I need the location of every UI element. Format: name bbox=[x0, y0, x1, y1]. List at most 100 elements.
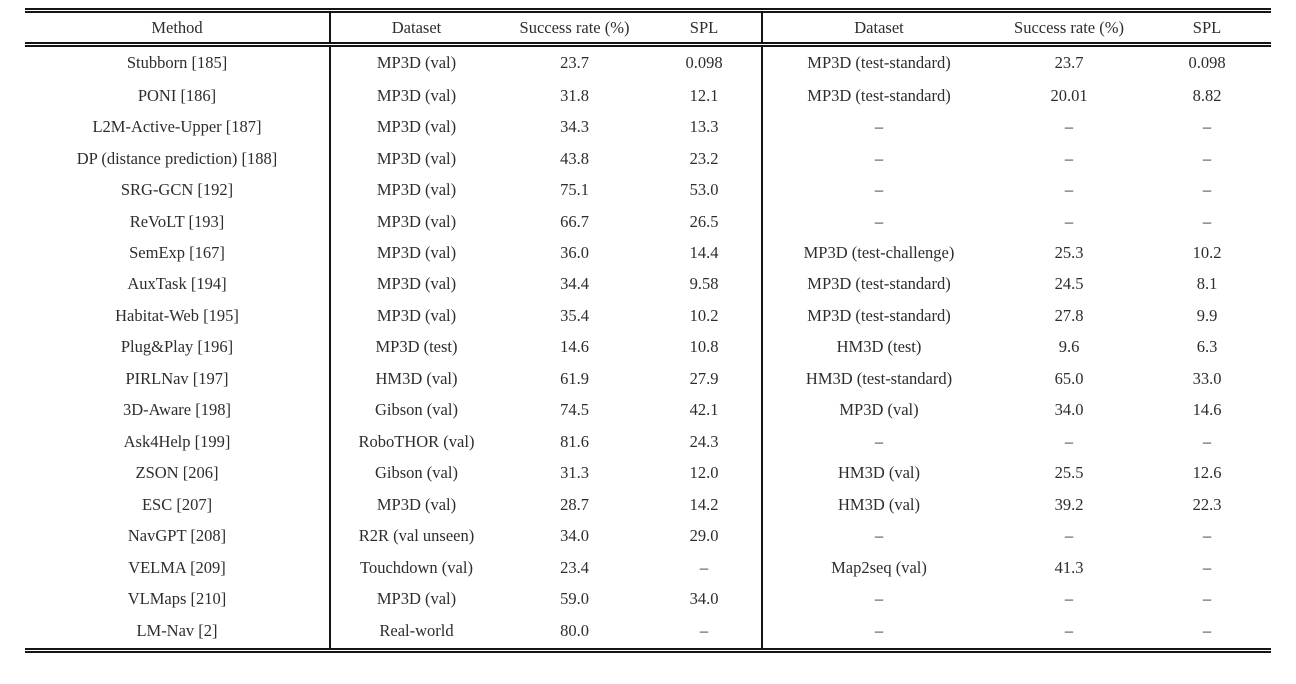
method-cell: NavGPT [208] bbox=[25, 520, 331, 552]
data-cell: 53.0 bbox=[647, 174, 763, 206]
data-cell: – bbox=[874, 526, 884, 546]
data-cell: – bbox=[874, 211, 884, 231]
table-header: Method Dataset Success rate (%) SPL Dataset S… bbox=[25, 10, 1271, 47]
data-cell: 23.7 bbox=[1054, 53, 1084, 73]
data-cell: MP3D (val) bbox=[376, 589, 457, 609]
data-cell: – bbox=[1202, 211, 1212, 231]
data-cell: 0.098 bbox=[1188, 53, 1226, 73]
data-cell: 22.3 bbox=[1192, 494, 1222, 514]
data-cell: 75.1 bbox=[560, 180, 589, 200]
data-cell: 8.1 bbox=[1196, 274, 1218, 294]
method-cell: Stubborn [185] bbox=[25, 44, 331, 80]
data-cell: 74.5 bbox=[560, 400, 589, 420]
data-cell: R2R (val unseen) bbox=[358, 526, 475, 546]
data-cell: 61.9 bbox=[560, 368, 589, 388]
data-cell: MP3D (val) bbox=[376, 494, 457, 514]
data-cell: 23.4 bbox=[560, 557, 589, 577]
data-cell: – bbox=[1202, 621, 1212, 641]
data-cell: HM3D (test) bbox=[836, 337, 922, 357]
table-row: Stubborn [185] MP3D (val) 23.7 0.098 MP3D (t… bbox=[25, 44, 1271, 80]
data-cell: HM3D (val) bbox=[837, 494, 921, 514]
table-row: L2M-Active-Upper [187] MP3D (val) 34.3 13.3… bbox=[25, 111, 1271, 143]
data-cell: 34.0 bbox=[560, 526, 589, 546]
data-cell: – bbox=[874, 589, 884, 609]
table-row: PONI [186] MP3D (val) 31.8 12.1 MP3D (test-s… bbox=[25, 79, 1271, 112]
data-cell: MP3D (test-standard) bbox=[807, 305, 951, 325]
data-cell: 6.3 bbox=[1196, 337, 1218, 357]
header-row: Method Dataset Success rate (%) SPL Dataset S… bbox=[25, 10, 1271, 47]
column-header-0-method: Method bbox=[25, 10, 331, 47]
method-cell: SemExp [167] bbox=[25, 237, 331, 269]
data-cell: 28.7 bbox=[560, 494, 589, 514]
data-cell: – bbox=[1202, 557, 1212, 577]
data-cell: HM3D (val) bbox=[837, 463, 921, 483]
data-cell: 12.6 bbox=[1192, 463, 1222, 483]
data-cell: 20.01 bbox=[1050, 85, 1088, 105]
data-cell: – bbox=[1064, 148, 1074, 168]
data-cell: 26.5 bbox=[647, 205, 763, 238]
data-cell: Touchdown (val) bbox=[360, 557, 473, 577]
data-cell: 27.8 bbox=[1054, 305, 1084, 325]
data-cell: 66.7 bbox=[560, 211, 589, 231]
data-cell: 34.0 bbox=[1054, 400, 1084, 420]
method-cell: 3D-Aware [198] bbox=[25, 394, 331, 427]
data-cell: 14.4 bbox=[647, 237, 763, 269]
data-cell: – bbox=[1202, 148, 1212, 168]
methods-results-table: Method Dataset Success rate (%) SPL Dataset S… bbox=[25, 8, 1271, 653]
column-header-5-success-rate: Success rate (%) bbox=[995, 10, 1143, 47]
method-cell: L2M-Active-Upper [187] bbox=[25, 111, 331, 143]
method-cell: AuxTask [194] bbox=[25, 268, 331, 301]
table-row: SemExp [167] MP3D (val) 36.0 14.4 MP3D (test… bbox=[25, 237, 1271, 269]
data-cell: 10.8 bbox=[647, 331, 763, 364]
data-cell: – bbox=[647, 614, 763, 651]
table-row: ReVoLT [193] MP3D (val) 66.7 26.5 – – – bbox=[25, 205, 1271, 238]
data-cell: 34.0 bbox=[647, 583, 763, 615]
table-body: Stubborn [185] MP3D (val) 23.7 0.098 MP3D (t… bbox=[25, 44, 1271, 651]
data-cell: – bbox=[874, 180, 884, 200]
table-row: 3D-Aware [198] Gibson (val) 74.5 42.1 MP3D (… bbox=[25, 394, 1271, 427]
data-cell: MP3D (val) bbox=[839, 400, 919, 420]
data-cell: 13.3 bbox=[647, 111, 763, 143]
method-cell: Ask4Help [199] bbox=[25, 426, 331, 458]
method-cell: ReVoLT [193] bbox=[25, 205, 331, 238]
data-cell: – bbox=[1202, 526, 1212, 546]
data-cell: Real-world bbox=[379, 621, 454, 641]
data-cell: HM3D (test-standard) bbox=[805, 368, 953, 388]
data-cell: 10.2 bbox=[1192, 242, 1222, 262]
data-cell: 23.2 bbox=[647, 142, 763, 175]
method-cell: LM-Nav [2] bbox=[25, 614, 331, 651]
data-cell: 42.1 bbox=[647, 394, 763, 427]
data-cell: 59.0 bbox=[560, 589, 589, 609]
table-row: LM-Nav [2] Real-world 80.0 – – – – bbox=[25, 614, 1271, 651]
data-cell: 36.0 bbox=[560, 242, 589, 262]
data-cell: 0.098 bbox=[647, 44, 763, 80]
data-cell: MP3D (val) bbox=[376, 305, 457, 325]
data-cell: – bbox=[1064, 117, 1074, 137]
method-cell: ESC [207] bbox=[25, 489, 331, 521]
data-cell: – bbox=[1202, 431, 1212, 451]
table-row: DP (distance prediction) [188] MP3D (val)… bbox=[25, 142, 1271, 175]
data-cell: – bbox=[1064, 589, 1074, 609]
data-cell: 34.3 bbox=[560, 117, 589, 137]
data-cell: 35.4 bbox=[560, 305, 589, 325]
data-cell: 25.5 bbox=[1054, 463, 1084, 483]
data-cell: 81.6 bbox=[560, 431, 589, 451]
data-cell: MP3D (test-challenge) bbox=[803, 242, 955, 262]
data-cell: 14.2 bbox=[647, 489, 763, 521]
data-cell: – bbox=[1202, 589, 1212, 609]
method-cell: Habitat-Web [195] bbox=[25, 300, 331, 332]
data-cell: 41.3 bbox=[1054, 557, 1084, 577]
table-row: SRG-GCN [192] MP3D (val) 75.1 53.0 – – – bbox=[25, 174, 1271, 206]
column-header-6-spl: SPL bbox=[1143, 10, 1271, 47]
data-cell: 9.9 bbox=[1196, 305, 1218, 325]
table-row: ESC [207] MP3D (val) 28.7 14.2 HM3D (val) 39.… bbox=[25, 489, 1271, 521]
data-cell: MP3D (val) bbox=[376, 242, 457, 262]
data-cell: 29.0 bbox=[647, 520, 763, 552]
data-cell: Gibson (val) bbox=[375, 463, 458, 483]
data-cell: MP3D (val) bbox=[376, 274, 457, 294]
data-cell: – bbox=[1064, 180, 1074, 200]
data-cell: 12.1 bbox=[647, 79, 763, 112]
data-cell: 80.0 bbox=[560, 621, 589, 641]
data-cell: MP3D (val) bbox=[376, 85, 457, 105]
